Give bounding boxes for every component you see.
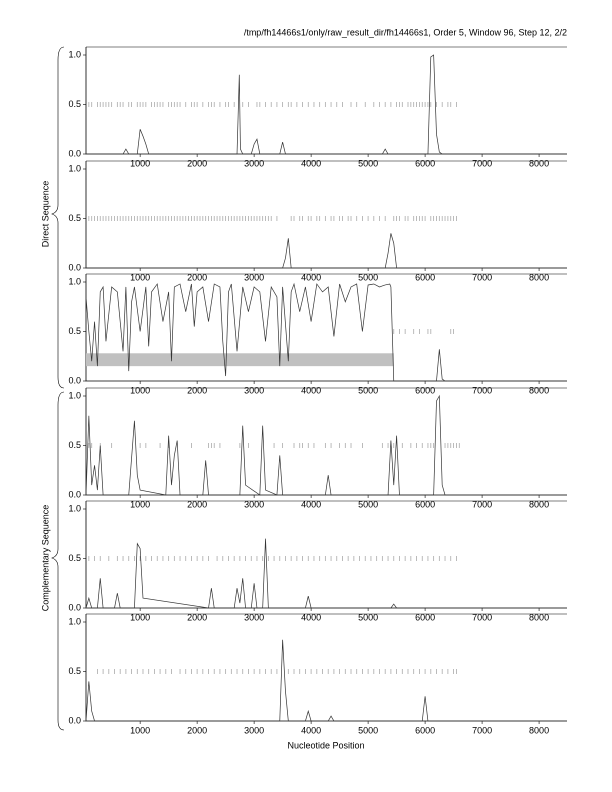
x-tick-label: 1000 [130,725,150,735]
y-tick-label: 0.0 [68,262,81,272]
x-axis-label: Nucleotide Position [287,740,364,750]
x-tick-label: 2000 [187,272,207,282]
trace [85,282,567,382]
x-tick-label: 7000 [472,385,492,395]
group-label: Direct Sequence [40,181,50,248]
trace [85,394,567,496]
x-tick-label: 5000 [358,499,378,509]
y-tick-label: 0.5 [68,440,81,450]
x-tick-label: 3000 [244,725,264,735]
x-tick-label: 8000 [529,612,549,622]
x-tick-label: 1000 [130,385,150,395]
y-tick-label: 0.0 [68,602,81,612]
x-tick-label: 6000 [415,725,435,735]
y-tick-label: 0.0 [68,375,81,385]
x-tick-label: 7000 [472,272,492,282]
x-tick-label: 1000 [130,158,150,168]
y-tick-label: 1.0 [68,276,81,286]
x-tick-label: 8000 [529,272,549,282]
x-tick-label: 7000 [472,725,492,735]
trace [86,233,567,269]
x-tick-label: 5000 [358,385,378,395]
x-tick-label: 2000 [187,499,207,509]
x-tick-label: 8000 [529,158,549,168]
x-tick-label: 2000 [187,725,207,735]
x-tick-label: 7000 [472,499,492,509]
y-tick-label: 0.5 [68,326,81,336]
x-tick-label: 6000 [415,158,435,168]
x-tick-label: 4000 [301,725,321,735]
x-tick-label: 3000 [244,272,264,282]
y-tick-label: 0.5 [68,666,81,676]
group-label: Complementary Sequence [40,505,50,612]
x-tick-label: 3000 [244,499,264,509]
x-tick-label: 1000 [130,612,150,622]
x-tick-label: 5000 [358,158,378,168]
axes-frame [85,388,567,496]
x-tick-label: 4000 [301,385,321,395]
x-tick-label: 4000 [301,612,321,622]
x-tick-label: 5000 [358,612,378,622]
x-tick-label: 3000 [244,158,264,168]
x-tick-label: 8000 [529,499,549,509]
y-tick-label: 0.5 [68,99,81,109]
axes-frame [85,614,567,722]
x-tick-label: 2000 [187,385,207,395]
x-tick-label: 6000 [415,612,435,622]
y-tick-label: 0.0 [68,715,81,725]
y-tick-label: 0.5 [68,213,81,223]
x-tick-label: 8000 [529,725,549,735]
x-tick-label: 2000 [187,612,207,622]
x-tick-label: 7000 [472,612,492,622]
x-tick-label: 1000 [130,272,150,282]
x-tick-label: 4000 [301,499,321,509]
page-title: /tmp/fh14466s1/only/raw_result_dir/fh144… [244,27,567,37]
brace [51,46,65,389]
shaded-band [86,353,394,367]
x-tick-label: 7000 [472,158,492,168]
x-tick-label: 3000 [244,612,264,622]
axes-frame [85,161,567,269]
x-tick-label: 2000 [187,158,207,168]
x-tick-label: 5000 [358,272,378,282]
x-tick-label: 5000 [358,725,378,735]
trace [85,639,567,722]
x-tick-label: 8000 [529,385,549,395]
x-tick-label: 3000 [244,385,264,395]
y-tick-label: 1.0 [68,616,81,626]
brace [51,391,65,731]
y-tick-label: 1.0 [68,390,81,400]
y-tick-label: 1.0 [68,503,81,513]
y-tick-label: 0.0 [68,148,81,158]
x-tick-label: 6000 [415,385,435,395]
axes-frame [85,501,567,609]
x-tick-label: 6000 [415,272,435,282]
y-tick-label: 0.0 [68,489,81,499]
x-tick-label: 4000 [301,272,321,282]
trace [86,54,567,155]
y-tick-label: 1.0 [68,49,81,59]
x-tick-label: 4000 [301,158,321,168]
y-tick-label: 1.0 [68,163,81,173]
x-tick-label: 1000 [130,499,150,509]
trace [85,538,567,609]
x-tick-label: 6000 [415,499,435,509]
y-tick-label: 0.5 [68,553,81,563]
axes-frame [85,47,567,155]
